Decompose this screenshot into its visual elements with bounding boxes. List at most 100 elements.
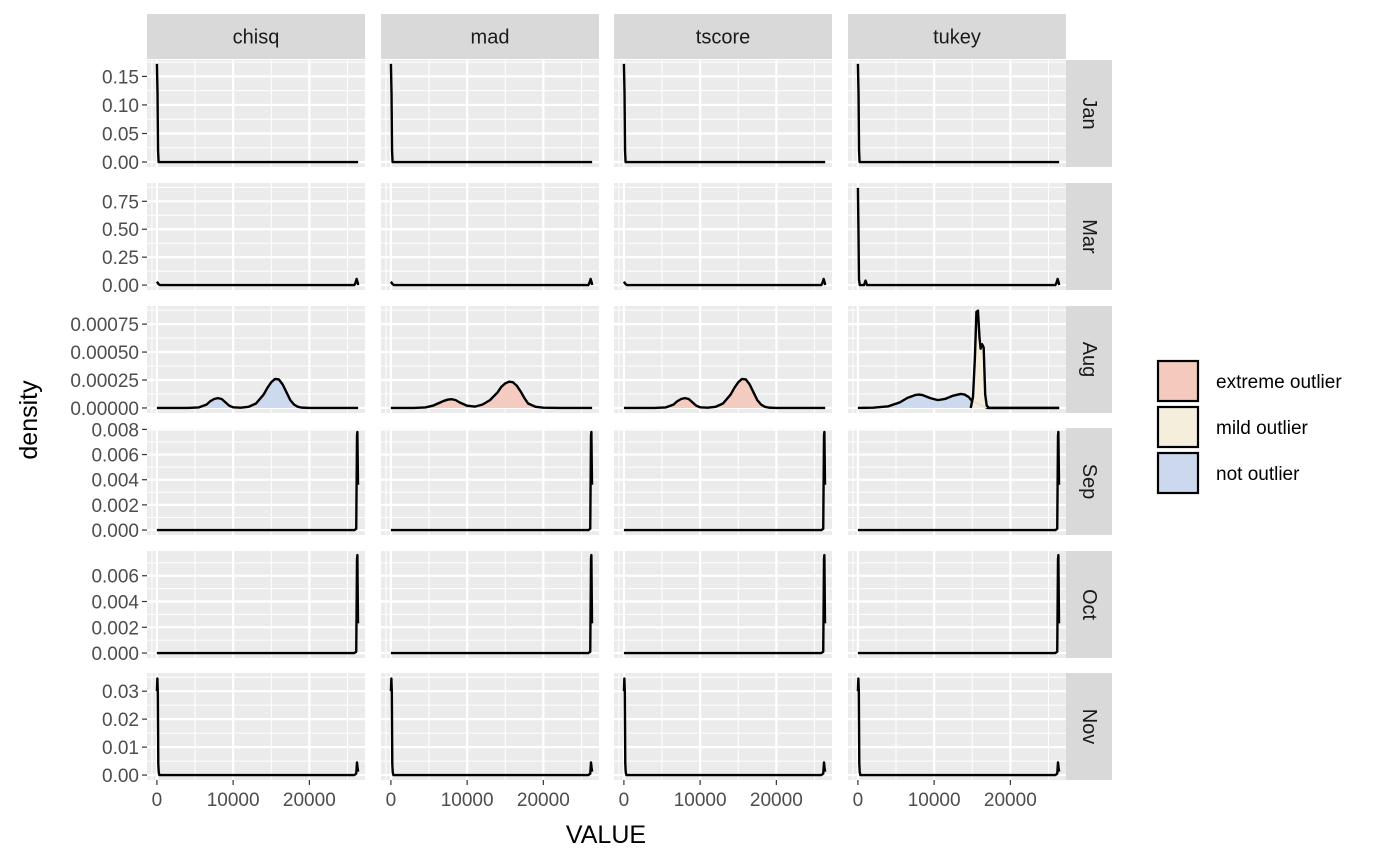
density-area bbox=[390, 381, 593, 408]
panel-Aug-chisq bbox=[147, 306, 365, 413]
panel-Aug-mad bbox=[381, 306, 599, 413]
strip-row-Mar: Mar bbox=[1066, 183, 1112, 290]
panel-Oct-tscore bbox=[614, 551, 832, 658]
strip-row-label: Aug bbox=[1078, 342, 1100, 378]
y-tick-label: 0.00 bbox=[102, 153, 139, 174]
legend-label: not outlier bbox=[1216, 464, 1300, 485]
density-line bbox=[155, 677, 360, 777]
panel-bg bbox=[614, 428, 832, 535]
density-line bbox=[389, 277, 594, 287]
panel-bg bbox=[614, 306, 832, 413]
density-line bbox=[155, 277, 360, 287]
strip-row-Nov: Nov bbox=[1066, 673, 1112, 780]
strip-row-label: Jan bbox=[1078, 97, 1100, 129]
strip-row-Oct: Oct bbox=[1066, 551, 1112, 658]
panel-bg bbox=[848, 428, 1066, 535]
strip-row-bg bbox=[1066, 306, 1112, 413]
strip-row-bg bbox=[1066, 60, 1112, 167]
panel-bg bbox=[381, 428, 599, 535]
panel-bg bbox=[381, 183, 599, 290]
legend-swatch bbox=[1156, 405, 1200, 449]
y-tick-label: 0.05 bbox=[102, 124, 139, 145]
strip-row-bg bbox=[1066, 428, 1112, 535]
density-line bbox=[389, 63, 593, 164]
panels-layer: chisq mad tscore tukey Jan Mar Aug Sep Oct Nov bbox=[147, 14, 1112, 780]
legend-swatch bbox=[1156, 359, 1200, 403]
panel-Nov-chisq bbox=[147, 673, 365, 780]
y-tick-label: 0.00025 bbox=[70, 371, 139, 392]
strip-col-label: chisq bbox=[233, 27, 280, 49]
strip-col-label: tscore bbox=[696, 27, 750, 49]
y-tick-label: 0.002 bbox=[91, 618, 139, 639]
density-area-overlay bbox=[970, 310, 1060, 408]
y-tick-label: 0.50 bbox=[102, 220, 139, 241]
panel-Sep-tscore bbox=[614, 428, 832, 535]
y-tick-label: 0.00050 bbox=[70, 343, 139, 364]
y-tick-label: 0.00 bbox=[102, 766, 139, 787]
density-line-overlay bbox=[969, 309, 1060, 410]
panel-Oct-tukey bbox=[848, 551, 1066, 658]
strip-row-Aug: Aug bbox=[1066, 306, 1112, 413]
panel-Jan-tukey bbox=[848, 60, 1066, 167]
x-tick-label: 20000 bbox=[750, 790, 803, 811]
y-tick-label: 0.000 bbox=[91, 521, 139, 542]
panel-bg bbox=[614, 183, 832, 290]
strip-row-label: Mar bbox=[1078, 219, 1100, 254]
strip-col-label: mad bbox=[471, 27, 510, 49]
panel-Mar-mad bbox=[381, 183, 599, 290]
panel-bg bbox=[848, 673, 1066, 780]
x-tick-label: 20000 bbox=[517, 790, 570, 811]
density-line bbox=[156, 430, 360, 532]
y-tick-label: 0.00000 bbox=[70, 399, 139, 420]
x-tick-label: 0 bbox=[853, 790, 864, 811]
x-tick-label: 0 bbox=[152, 790, 163, 811]
y-tick-label: 0.10 bbox=[102, 96, 139, 117]
panel-bg bbox=[381, 60, 599, 167]
legend: extreme outlier mild outlier not outlier bbox=[1156, 359, 1342, 495]
strip-col-tscore: tscore bbox=[614, 14, 832, 59]
y-tick-label: 0.006 bbox=[91, 446, 139, 467]
panel-Jan-mad bbox=[381, 60, 599, 167]
density-line bbox=[390, 380, 593, 410]
density-area bbox=[857, 393, 1060, 408]
density-line bbox=[856, 63, 1060, 164]
strip-row-label: Nov bbox=[1078, 709, 1100, 745]
panel-Sep-tukey bbox=[848, 428, 1066, 535]
density-line bbox=[857, 392, 1060, 410]
panel-bg bbox=[614, 673, 832, 780]
density-line bbox=[156, 553, 360, 655]
panel-Mar-tscore bbox=[614, 183, 832, 290]
panel-Sep-chisq bbox=[147, 428, 365, 535]
panel-Nov-mad bbox=[381, 673, 599, 780]
strip-col-bg bbox=[848, 14, 1066, 59]
x-tick-label: 10000 bbox=[674, 790, 727, 811]
density-line bbox=[622, 677, 827, 777]
panel-Nov-tukey bbox=[848, 673, 1066, 780]
panel-Oct-chisq bbox=[147, 551, 365, 658]
strip-row-bg bbox=[1066, 673, 1112, 780]
legend-entry-mild: mild outlier bbox=[1156, 405, 1309, 449]
density-line bbox=[390, 553, 594, 655]
x-tick-label: 10000 bbox=[207, 790, 260, 811]
y-tick-label: 0.00075 bbox=[70, 315, 139, 336]
density-line bbox=[390, 430, 594, 532]
density-line bbox=[857, 430, 1061, 532]
panel-bg bbox=[848, 60, 1066, 167]
y-tick-label: 0.75 bbox=[102, 192, 139, 213]
y-tick-label: 0.00 bbox=[102, 276, 139, 297]
density-line bbox=[856, 187, 1061, 287]
panel-bg bbox=[848, 183, 1066, 290]
strip-row-label: Sep bbox=[1078, 464, 1100, 500]
y-tick-label: 0.006 bbox=[91, 567, 139, 588]
y-tick-label: 0.01 bbox=[102, 738, 139, 759]
panel-Mar-chisq bbox=[147, 183, 365, 290]
density-line bbox=[856, 677, 1061, 777]
strip-col-bg bbox=[614, 14, 832, 59]
panel-bg bbox=[614, 60, 832, 167]
density-line bbox=[623, 430, 827, 532]
panel-bg bbox=[147, 673, 365, 780]
legend-swatch bbox=[1156, 451, 1200, 495]
x-tick-label: 0 bbox=[386, 790, 397, 811]
density-line bbox=[622, 63, 826, 164]
panel-bg bbox=[147, 551, 365, 658]
